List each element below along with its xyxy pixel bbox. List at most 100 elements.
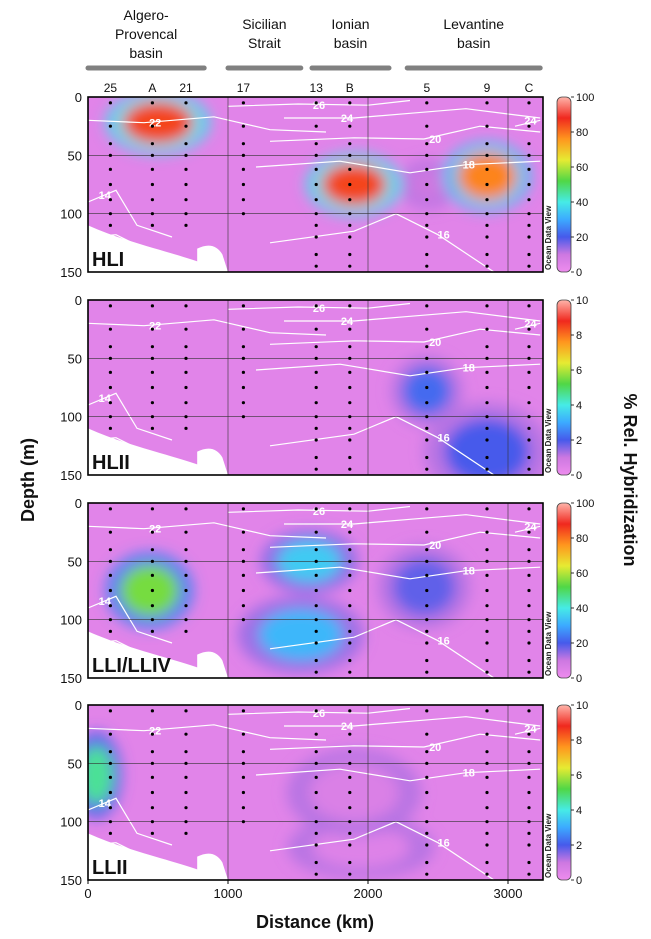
sample-point	[425, 641, 429, 645]
sample-point	[348, 658, 352, 663]
isotherm-14	[88, 797, 173, 846]
sample-point	[150, 356, 154, 360]
sample-point	[425, 415, 429, 419]
station-label-6: 5	[423, 81, 430, 95]
colorbar-tick-label: 6	[576, 770, 582, 782]
sample-point	[527, 732, 531, 736]
sample-point	[485, 618, 489, 622]
sample-point	[314, 820, 318, 824]
sample-point	[241, 790, 245, 795]
sample-point	[108, 709, 112, 713]
no-data-area	[197, 853, 228, 880]
sample-point	[150, 573, 154, 577]
sample-point	[150, 604, 154, 608]
isotherm-20	[269, 125, 541, 142]
sample-point	[527, 415, 531, 419]
sample-point	[314, 573, 318, 577]
panel-label-1: HLII	[92, 452, 130, 474]
sample-point	[425, 438, 429, 442]
sample-point	[485, 264, 489, 268]
sample-point	[184, 345, 188, 349]
sample-point	[485, 843, 489, 847]
sample-point	[314, 872, 318, 876]
sample-point	[425, 761, 429, 765]
sample-point	[314, 401, 318, 405]
sample-point	[150, 304, 154, 308]
colorbar-title: % Rel. Hybridization	[620, 393, 640, 566]
sample-point	[485, 455, 489, 460]
watermark: Ocean Data View	[544, 205, 553, 270]
isotherm-label: 20	[429, 540, 441, 552]
x-tick-label: 0	[84, 886, 91, 901]
sample-point	[314, 507, 318, 511]
sample-point	[425, 618, 429, 622]
sample-point	[527, 559, 531, 563]
sample-point	[108, 401, 112, 405]
sample-point	[108, 167, 112, 171]
sample-point	[184, 629, 188, 633]
panel-frame	[87, 299, 544, 476]
sample-point	[485, 304, 489, 308]
isotherm-22	[88, 522, 327, 539]
sample-point	[527, 750, 531, 754]
sample-point	[184, 304, 188, 308]
isotherm-label: 22	[149, 118, 161, 130]
isotherm-label: 24	[524, 723, 537, 735]
sample-point	[314, 709, 318, 713]
isotherm-label: 24	[341, 519, 354, 531]
isotherm-24	[514, 322, 541, 330]
y-tick-label: 100	[60, 815, 82, 830]
panel-frame	[87, 502, 544, 679]
sample-point	[150, 153, 154, 157]
sample-point	[485, 153, 489, 157]
panel-frame	[87, 96, 544, 273]
sample-point	[425, 843, 429, 847]
isotherm-14	[88, 189, 173, 238]
sample-point	[184, 507, 188, 511]
sample-point	[348, 438, 352, 442]
sample-point	[485, 831, 489, 835]
sample-point	[314, 530, 318, 534]
sample-point	[241, 750, 245, 754]
sample-point	[108, 588, 112, 593]
sample-point	[527, 843, 531, 847]
isotherm-label: 24	[524, 318, 537, 330]
sample-point	[241, 167, 245, 171]
sample-point	[314, 415, 318, 419]
sample-point	[314, 101, 318, 105]
sample-point	[425, 860, 429, 865]
sample-point	[425, 775, 429, 779]
sample-point	[527, 455, 531, 460]
sample-point	[425, 750, 429, 754]
sample-point	[485, 124, 489, 128]
sample-point	[241, 775, 245, 779]
sample-point	[485, 775, 489, 779]
colorbar-tick-label: 10	[576, 295, 588, 307]
sample-point	[184, 775, 188, 779]
sample-point	[241, 820, 245, 824]
sample-point	[485, 327, 489, 331]
station-label-8: C	[525, 81, 534, 95]
sample-point	[348, 618, 352, 622]
sample-point	[150, 831, 154, 835]
sample-point	[241, 604, 245, 608]
isotherm-label: 16	[437, 230, 449, 242]
station-label-3: 17	[237, 81, 251, 95]
sample-point	[108, 732, 112, 736]
sample-point	[184, 790, 188, 795]
sample-point	[425, 167, 429, 171]
isotherm-26	[227, 505, 411, 513]
sample-point	[425, 212, 429, 216]
y-tick-label: 150	[60, 873, 82, 888]
sample-point	[527, 618, 531, 622]
sample-point	[527, 223, 531, 227]
sample-point	[527, 401, 531, 405]
sample-point	[314, 345, 318, 349]
sample-point	[425, 658, 429, 663]
sample-point	[108, 507, 112, 511]
sample-point	[527, 327, 531, 331]
sample-point	[527, 507, 531, 511]
sample-point	[314, 426, 318, 430]
sample-point	[348, 235, 352, 239]
isotherm-label: 26	[313, 100, 325, 112]
